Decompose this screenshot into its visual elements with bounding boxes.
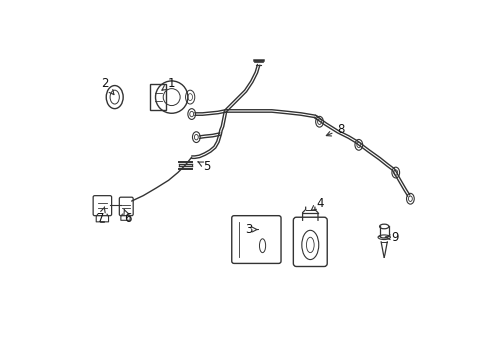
Text: 7: 7 bbox=[97, 207, 105, 225]
Text: 4: 4 bbox=[310, 197, 324, 210]
Text: 5: 5 bbox=[198, 160, 210, 173]
Text: 3: 3 bbox=[244, 223, 257, 236]
Text: 9: 9 bbox=[385, 231, 398, 244]
Text: 8: 8 bbox=[325, 123, 344, 136]
Text: 6: 6 bbox=[123, 210, 131, 225]
Text: 1: 1 bbox=[162, 77, 175, 90]
Bar bbox=[150, 84, 165, 110]
Text: 2: 2 bbox=[101, 77, 114, 95]
